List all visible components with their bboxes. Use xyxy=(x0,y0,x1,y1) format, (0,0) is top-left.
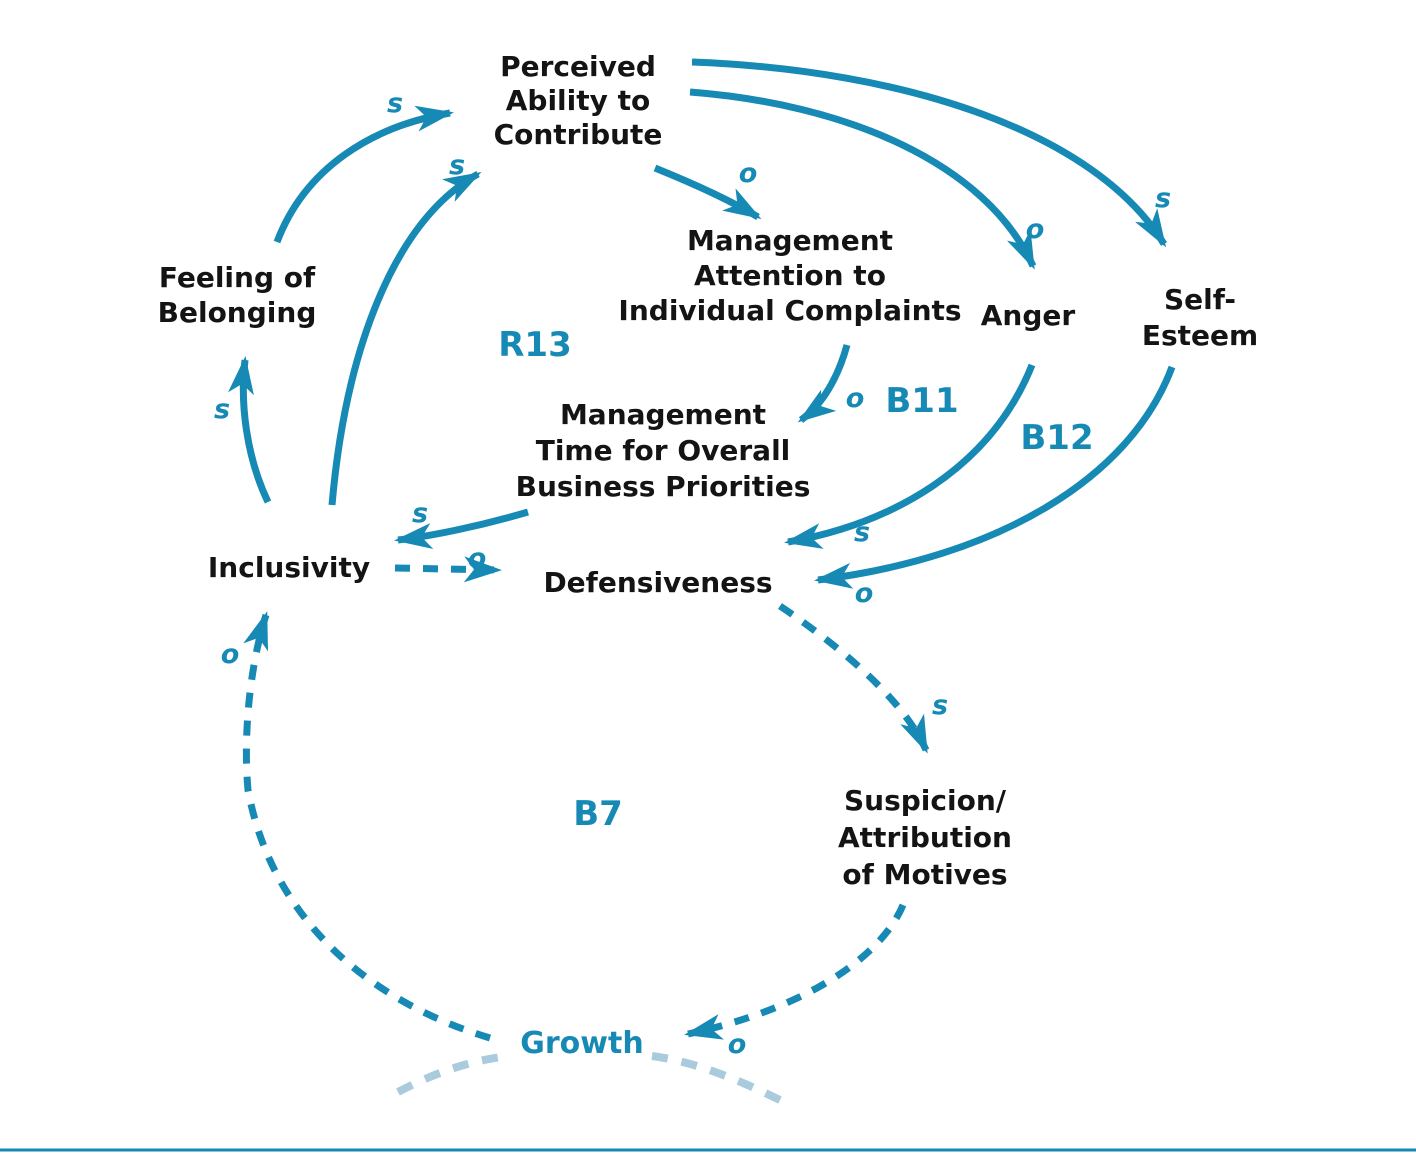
polarity-label: o xyxy=(846,383,865,414)
node-management-attention-to-individual-complaints: Management Attention to Individual Compl… xyxy=(618,224,961,327)
node-label-line: Defensiveness xyxy=(543,566,772,599)
link-perceived-to-management-attention xyxy=(653,164,762,221)
node-label-line: Time for Overall xyxy=(536,434,791,467)
node-defensiveness: Defensiveness xyxy=(543,566,772,599)
link-suspicion-to-growth xyxy=(684,903,907,1040)
link-feeling-to-perceived xyxy=(273,105,454,244)
polarity-label: s xyxy=(854,517,870,548)
link-perceived-to-self-esteem xyxy=(691,58,1167,248)
loop-label-b11: B11 xyxy=(885,381,958,421)
polarity-label: o xyxy=(739,158,758,189)
polarity-label: o xyxy=(728,1029,747,1060)
link-management-attention-to-management-time xyxy=(797,344,851,423)
node-label-line: Management xyxy=(687,224,893,257)
node-label-line: Management xyxy=(560,398,766,431)
faded-arc-left xyxy=(396,1052,511,1096)
node-label-line: Business Priorities xyxy=(516,470,811,503)
node-label-line: Inclusivity xyxy=(208,551,370,584)
node-management-time-for-overall-business-priorities: Management Time for Overall Business Pri… xyxy=(516,398,811,503)
node-label-line: Feeling of xyxy=(159,261,316,294)
polarity-label: o xyxy=(221,639,240,670)
node-suspicion-attribution-of-motives: Suspicion/ Attribution of Motives xyxy=(838,784,1012,891)
faded-arc-right xyxy=(651,1052,794,1110)
link-growth-to-inclusivity xyxy=(242,611,492,1042)
link-inclusivity-to-feeling xyxy=(228,356,272,504)
node-label-line: Contribute xyxy=(494,118,663,151)
node-label-line: Belonging xyxy=(158,296,317,329)
node-label-line: Esteem xyxy=(1142,319,1258,352)
node-label-line: of Motives xyxy=(842,858,1007,891)
polarity-label: s xyxy=(932,690,948,721)
loop-label-b12: B12 xyxy=(1020,418,1093,458)
node-self-esteem: Self- Esteem xyxy=(1142,283,1258,352)
link-inclusivity-to-defensiveness xyxy=(394,556,502,583)
polarity-label: s xyxy=(387,88,403,119)
polarity-label: s xyxy=(449,150,465,181)
polarity-label: o xyxy=(855,578,874,609)
node-inclusivity: Inclusivity xyxy=(208,551,370,584)
node-label-line: Attribution xyxy=(838,821,1012,854)
polarity-label: s xyxy=(412,498,428,529)
polarity-label: o xyxy=(468,543,487,574)
node-anger: Anger xyxy=(981,299,1076,332)
link-perceived-to-anger xyxy=(689,88,1037,270)
node-label-line: Anger xyxy=(981,299,1076,332)
node-label-line: Attention to xyxy=(694,259,886,292)
node-label-line: Individual Complaints xyxy=(618,294,961,327)
polarity-label: s xyxy=(1155,183,1171,214)
link-anger-to-defensiveness xyxy=(784,363,1036,549)
link-defensiveness-to-suspicion xyxy=(778,603,930,754)
node-growth: Growth xyxy=(520,1026,643,1061)
polarity-label: s xyxy=(214,394,230,425)
node-label-line: Perceived xyxy=(500,50,656,83)
node-label-line: Ability to xyxy=(506,84,651,117)
link-self-esteem-to-defensiveness xyxy=(814,365,1176,589)
link-inclusivity-to-perceived xyxy=(328,170,482,506)
loop-label-r13: R13 xyxy=(498,325,572,365)
link-management-time-to-inclusivity xyxy=(394,508,529,549)
polarity-label: o xyxy=(1026,214,1045,245)
node-feeling-of-belonging: Feeling of Belonging xyxy=(158,261,317,329)
node-perceived-ability-to-contribute: Perceived Ability to Contribute xyxy=(494,50,663,151)
links-layer xyxy=(228,58,1176,1110)
node-label-line: Suspicion/ xyxy=(844,784,1007,817)
node-label-line: Growth xyxy=(520,1026,643,1061)
loop-label-b7: B7 xyxy=(573,794,623,834)
node-label-line: Self- xyxy=(1164,283,1236,316)
